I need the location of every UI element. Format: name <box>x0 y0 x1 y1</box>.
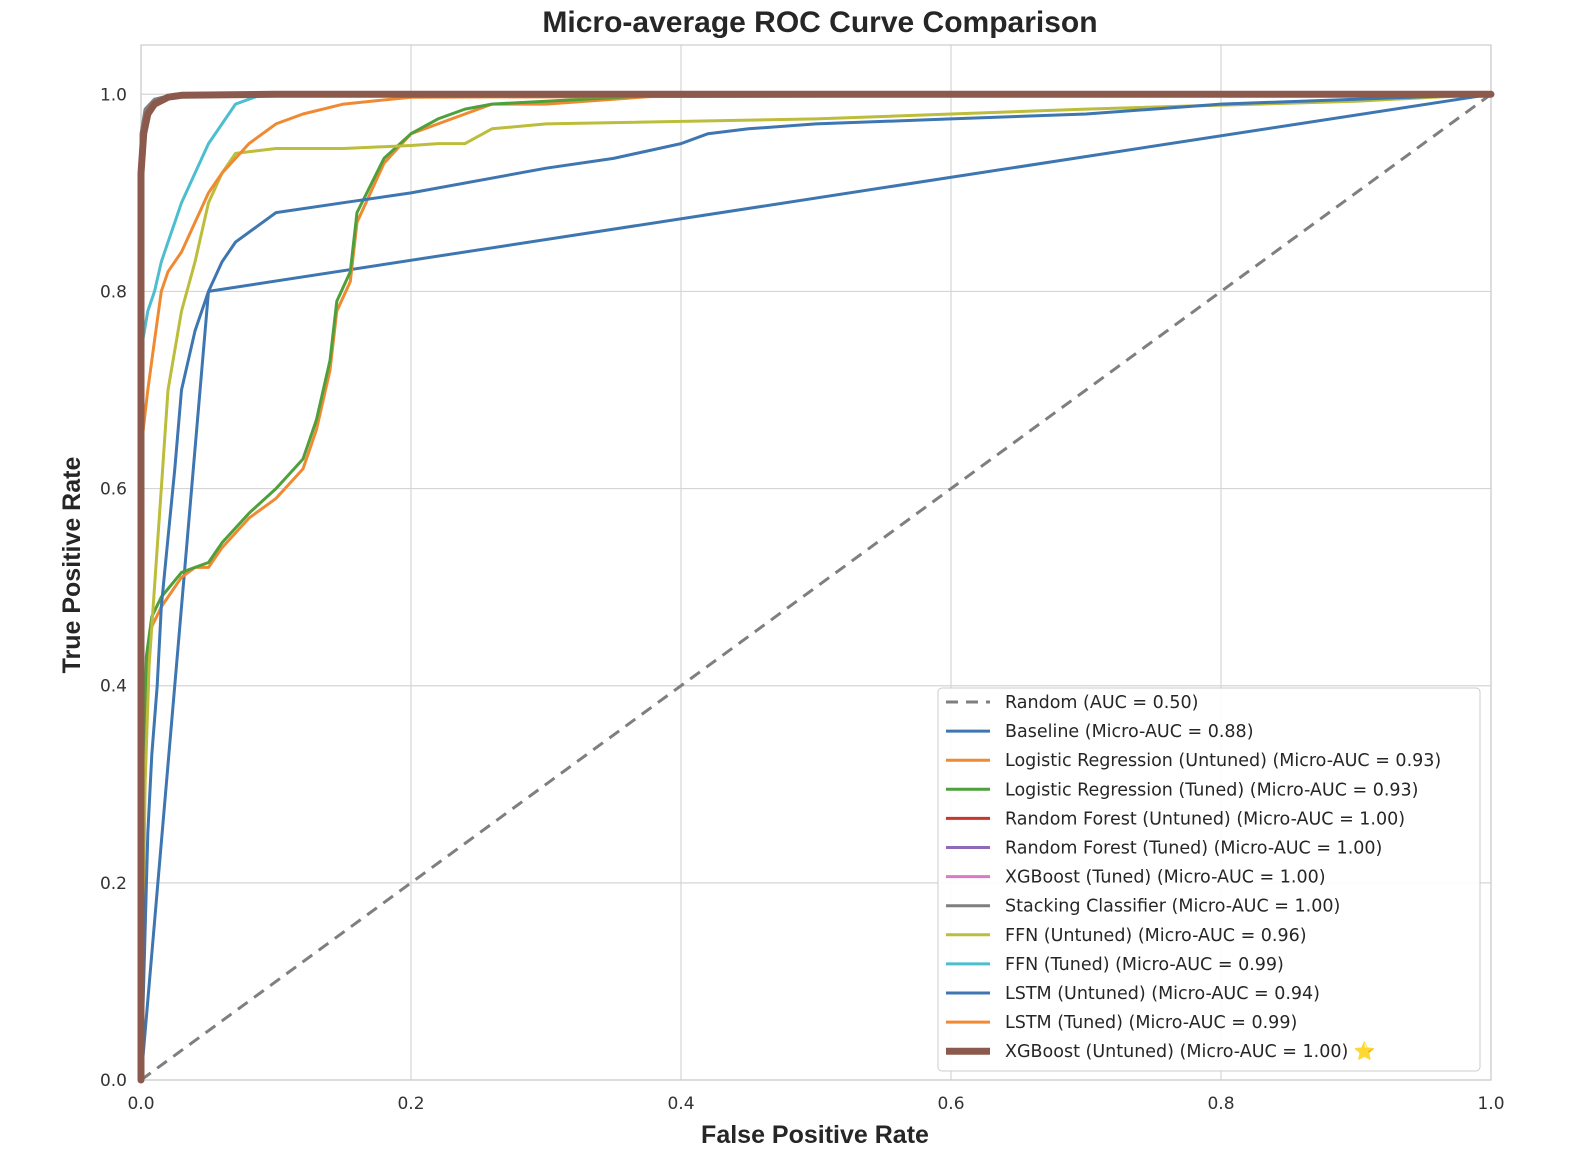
y-tick-label: 0.4 <box>100 677 127 697</box>
roc-series-line <box>139 92 1493 1082</box>
x-tick-labels: 0.0 0.2 0.4 0.6 0.8 1.0 <box>127 1094 1504 1114</box>
roc-series-line <box>139 92 1493 1082</box>
legend-entry-label: Random Forest (Tuned) (Micro-AUC = 1.00) <box>1005 839 1382 859</box>
y-tick-label: 0.0 <box>100 1071 127 1091</box>
legend-entry-label: Logistic Regression (Tuned) (Micro-AUC =… <box>1005 780 1419 800</box>
roc-series-line <box>139 92 1493 1082</box>
y-tick-labels: 0.0 0.2 0.4 0.6 0.8 1.0 <box>100 85 127 1091</box>
legend-box <box>937 687 1481 1072</box>
roc-series-line <box>139 92 1493 1082</box>
legend: Random (AUC = 0.50) Baseline (Micro-AUC =… <box>937 687 1481 1072</box>
x-tick-label: 0.8 <box>1207 1094 1234 1114</box>
legend-entry-label: FFN (Tuned) (Micro-AUC = 0.99) <box>1005 955 1284 975</box>
legend-entry-label: Random (AUC = 0.50) <box>1005 693 1198 713</box>
roc-series-line <box>139 92 1493 1082</box>
y-tick-label: 0.8 <box>100 282 127 302</box>
legend-entry-label: Logistic Regression (Untuned) (Micro-AUC… <box>1005 751 1441 771</box>
x-tick-label: 0.6 <box>937 1094 964 1114</box>
legend-entry-label: Stacking Classifier (Micro-AUC = 1.00) <box>1005 897 1340 917</box>
x-tick-label: 0.2 <box>397 1094 424 1114</box>
roc-series-line <box>137 90 1495 1084</box>
legend-entry-label: FFN (Untuned) (Micro-AUC = 0.96) <box>1005 926 1307 946</box>
legend-entry-label: LSTM (Tuned) (Micro-AUC = 0.99) <box>1005 1013 1297 1033</box>
x-axis-label: False Positive Rate <box>701 1121 929 1149</box>
roc-series-line <box>139 92 1493 1082</box>
chart-title: Micro-average ROC Curve Comparison <box>542 6 1097 39</box>
x-tick-label: 0.4 <box>667 1094 694 1114</box>
y-tick-label: 1.0 <box>100 85 127 105</box>
y-tick-label: 0.2 <box>100 874 127 894</box>
x-tick-label: 0.0 <box>127 1094 154 1114</box>
roc-series <box>137 90 1495 1084</box>
y-axis-label: True Positive Rate <box>58 457 86 674</box>
legend-entry-label: XGBoost (Untuned) (Micro-AUC = 1.00) ⭐ <box>1005 1041 1376 1062</box>
legend-entry-label: LSTM (Untuned) (Micro-AUC = 0.94) <box>1005 984 1320 1004</box>
legend-entry-label: Baseline (Micro-AUC = 0.88) <box>1005 722 1254 742</box>
x-tick-label: 1.0 <box>1477 1094 1504 1114</box>
y-tick-label: 0.6 <box>100 480 127 500</box>
legend-entry-label: XGBoost (Tuned) (Micro-AUC = 1.00) <box>1005 868 1326 888</box>
legend-entry-label: Random Forest (Untuned) (Micro-AUC = 1.0… <box>1005 809 1405 829</box>
